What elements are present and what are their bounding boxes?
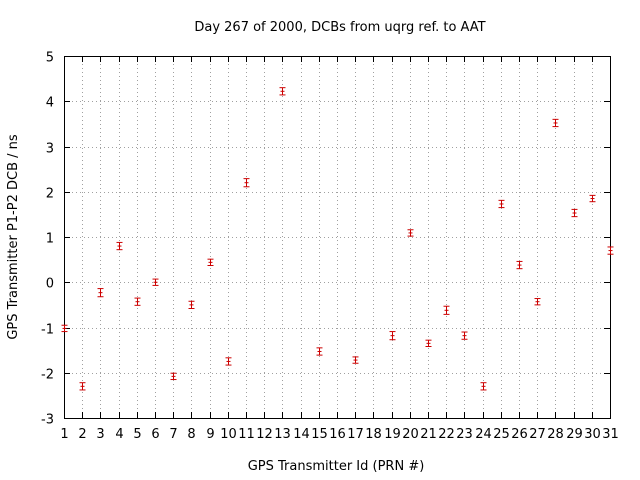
x-tick-label: 14 bbox=[293, 427, 310, 442]
y-tick-label: 0 bbox=[46, 277, 54, 292]
x-tick-label: 29 bbox=[566, 427, 583, 442]
x-tick-label: 7 bbox=[169, 427, 177, 442]
x-tick-label: 15 bbox=[311, 427, 328, 442]
x-tick-label: 9 bbox=[206, 427, 214, 442]
x-tick-label: 24 bbox=[475, 427, 492, 442]
data-point bbox=[516, 260, 523, 270]
x-tick-label: 16 bbox=[329, 427, 346, 442]
data-point bbox=[134, 297, 141, 306]
x-tick-label: 23 bbox=[456, 427, 473, 442]
data-point bbox=[207, 258, 214, 267]
x-tick-label: 21 bbox=[420, 427, 437, 442]
data-point bbox=[97, 288, 104, 298]
data-point bbox=[79, 382, 86, 391]
y-tick-label: -3 bbox=[41, 413, 54, 428]
data-point bbox=[589, 194, 596, 203]
x-tick-label: 12 bbox=[256, 427, 273, 442]
data-point bbox=[461, 331, 468, 340]
data-point bbox=[534, 298, 541, 306]
data-point bbox=[352, 356, 359, 364]
x-tick-label: 28 bbox=[547, 427, 564, 442]
data-point bbox=[498, 199, 505, 209]
x-tick-label: 1 bbox=[60, 427, 68, 442]
y-tick-label: 4 bbox=[46, 96, 54, 111]
data-point bbox=[188, 300, 195, 309]
data-point bbox=[607, 246, 614, 255]
x-tick-label: 31 bbox=[602, 427, 619, 442]
x-tick-label: 22 bbox=[438, 427, 455, 442]
x-tick-label: 5 bbox=[133, 427, 141, 442]
y-tick-label: -2 bbox=[41, 368, 54, 383]
data-point bbox=[425, 339, 432, 348]
y-tick-label: 1 bbox=[46, 232, 54, 247]
x-tick-label: 26 bbox=[511, 427, 528, 442]
x-tick-label: 13 bbox=[274, 427, 291, 442]
chart-title: Day 267 of 2000, DCBs from uqrg ref. to … bbox=[194, 20, 485, 35]
y-tick-label: -1 bbox=[41, 323, 54, 338]
x-tick-label: 18 bbox=[365, 427, 382, 442]
data-point bbox=[443, 305, 450, 315]
x-tick-label: 17 bbox=[347, 427, 364, 442]
x-tick-label: 8 bbox=[187, 427, 195, 442]
data-point bbox=[389, 331, 396, 341]
data-point bbox=[243, 178, 250, 188]
data-point bbox=[316, 347, 323, 356]
data-point bbox=[170, 372, 177, 381]
data-point bbox=[571, 208, 578, 218]
x-tick-label: 20 bbox=[402, 427, 419, 442]
x-tick-label: 25 bbox=[493, 427, 510, 442]
x-tick-label: 3 bbox=[96, 427, 104, 442]
axis-ticks: 1 2 3 4 5 6 7 8 9 10 11 12 13 14 15 16 17 18 19 20 21 22 23 24 2… bbox=[41, 51, 619, 443]
x-tick-label: 11 bbox=[238, 427, 255, 442]
x-tick-label: 2 bbox=[78, 427, 86, 442]
x-tick-label: 30 bbox=[584, 427, 601, 442]
data-point bbox=[480, 382, 487, 391]
y-axis-label: GPS Transmitter P1-P2 DCB / ns bbox=[6, 134, 21, 340]
y-tick-label: 2 bbox=[46, 187, 54, 202]
data-point bbox=[225, 357, 232, 366]
y-tick-label: 3 bbox=[46, 142, 54, 157]
data-points bbox=[61, 87, 614, 391]
x-tick-label: 4 bbox=[115, 427, 123, 442]
data-point bbox=[552, 118, 559, 128]
data-point bbox=[61, 324, 68, 333]
grid bbox=[64, 56, 610, 418]
x-tick-label: 19 bbox=[384, 427, 401, 442]
x-axis-label: GPS Transmitter Id (PRN #) bbox=[248, 459, 425, 474]
data-point bbox=[116, 241, 123, 251]
data-point bbox=[279, 87, 286, 96]
y-tick-label: 5 bbox=[46, 51, 54, 66]
x-tick-label: 6 bbox=[151, 427, 159, 442]
x-tick-label: 10 bbox=[220, 427, 237, 442]
x-tick-label: 27 bbox=[529, 427, 546, 442]
data-point bbox=[407, 229, 414, 237]
data-point bbox=[152, 278, 159, 286]
